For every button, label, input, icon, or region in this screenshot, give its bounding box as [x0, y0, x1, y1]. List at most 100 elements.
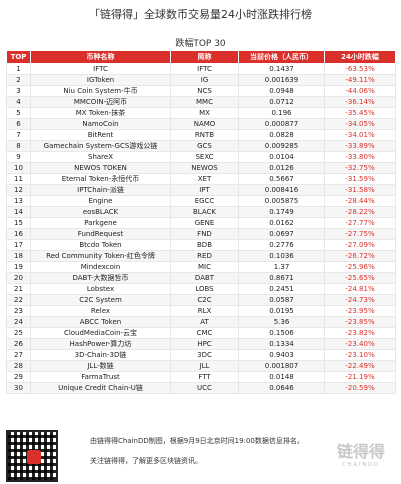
name-cell: ABCC Token — [30, 316, 171, 328]
change-cell: -33.80% — [324, 151, 396, 163]
symbol-cell: BDB — [170, 239, 239, 251]
column-header-change: 24小时跌幅 — [324, 50, 396, 64]
symbol-cell: DABT — [170, 272, 239, 284]
name-cell: ShareX — [30, 151, 171, 163]
symbol-cell: FTT — [170, 371, 239, 383]
rank-cell: 1 — [6, 63, 31, 75]
price-cell: 0.0712 — [238, 96, 325, 108]
symbol-cell: MX — [170, 107, 239, 119]
table-row: 19 Mindexcoin MIC 1.37 -25.96% — [6, 261, 396, 273]
rank-cell: 28 — [6, 360, 31, 372]
change-cell: -23.95% — [324, 305, 396, 317]
price-cell: 0.0948 — [238, 85, 325, 97]
rank-cell: 23 — [6, 305, 31, 317]
table-row: 26 HashPower-算力坊 HPC 0.1334 -23.40% — [6, 338, 396, 350]
symbol-cell: C2C — [170, 294, 239, 306]
rank-cell: 29 — [6, 371, 31, 383]
rank-cell: 17 — [6, 239, 31, 251]
table-row: 21 Lobstex LOBS 0.2451 -24.81% — [6, 283, 396, 295]
symbol-cell: MIC — [170, 261, 239, 273]
rank-cell: 14 — [6, 206, 31, 218]
name-cell: DABT-大数据哲币 — [30, 272, 171, 284]
table-row: 9 ShareX SEXC 0.0104 -33.80% — [6, 151, 396, 163]
rank-cell: 12 — [6, 184, 31, 196]
name-cell: eosBLACK — [30, 206, 171, 218]
table-row: 29 FarmaTrust FTT 0.0148 -21.19% — [6, 371, 396, 383]
footer-source-note: 由链得得ChainDD制图，根据9月9日北京时间19:00数据信息排名。 — [90, 437, 304, 445]
table-row: 13 Engine EGCC 0.005875 -28.44% — [6, 195, 396, 207]
price-cell: 0.009285 — [238, 140, 325, 152]
price-cell: 0.0697 — [238, 228, 325, 240]
page-subtitle: 跌幅TOP 30 — [175, 39, 226, 49]
table-row: 7 BitRent RNTB 0.0828 -34.01% — [6, 129, 396, 141]
change-cell: -23.10% — [324, 349, 396, 361]
symbol-cell: HPC — [170, 338, 239, 350]
brand-logo-en: CHAINDD — [342, 462, 380, 468]
symbol-cell: MMC — [170, 96, 239, 108]
symbol-cell: NCS — [170, 85, 239, 97]
table-row: 27 3D-Chain-3D链 3DC 0.9403 -23.10% — [6, 349, 396, 361]
symbol-cell: 3DC — [170, 349, 239, 361]
rank-cell: 2 — [6, 74, 31, 86]
price-cell: 0.0104 — [238, 151, 325, 163]
price-cell: 1.37 — [238, 261, 325, 273]
rank-cell: 15 — [6, 217, 31, 229]
rank-cell: 20 — [6, 272, 31, 284]
rank-cell: 6 — [6, 118, 31, 130]
symbol-cell: IG — [170, 74, 239, 86]
symbol-cell: JLL — [170, 360, 239, 372]
change-cell: -27.75% — [324, 228, 396, 240]
symbol-cell: SEXC — [170, 151, 239, 163]
rank-cell: 3 — [6, 85, 31, 97]
change-cell: -31.58% — [324, 184, 396, 196]
qr-code-icon — [6, 430, 58, 482]
rank-cell: 16 — [6, 228, 31, 240]
rank-cell: 18 — [6, 250, 31, 262]
change-cell: -21.19% — [324, 371, 396, 383]
name-cell: JLL-数链 — [30, 360, 171, 372]
symbol-cell: FND — [170, 228, 239, 240]
price-cell: 5.36 — [238, 316, 325, 328]
column-header-rank: TOP — [6, 50, 31, 64]
price-cell: 0.001639 — [238, 74, 325, 86]
table-row: 23 Relex RLX 0.0195 -23.95% — [6, 305, 396, 317]
brand-logo: 链得得 CHAINDD — [331, 438, 391, 478]
rank-cell: 4 — [6, 96, 31, 108]
name-cell: 3D-Chain-3D链 — [30, 349, 171, 361]
name-cell: Lobstex — [30, 283, 171, 295]
name-cell: Btcdo Token — [30, 239, 171, 251]
symbol-cell: RNTB — [170, 129, 239, 141]
change-cell: -44.06% — [324, 85, 396, 97]
name-cell: Unique Credit Chain-U链 — [30, 382, 171, 394]
symbol-cell: CMC — [170, 327, 239, 339]
price-cell: 0.0646 — [238, 382, 325, 394]
ranking-table: TOP 币种名称 简称 当前价格（人民币） 24小时跌幅 1 IFTC IFTC 0.… — [6, 50, 396, 394]
name-cell: Eternal Token-永恒代币 — [30, 173, 171, 185]
price-cell: 0.2451 — [238, 283, 325, 295]
table-row: 6 NamoCoin NAMO 0.000877 -34.05% — [6, 118, 396, 130]
name-cell: IFTC — [30, 63, 171, 75]
table-row: 14 eosBLACK BLACK 0.1749 -28.22% — [6, 206, 396, 218]
name-cell: C2C System — [30, 294, 171, 306]
table-row: 10 NEWOS TOKEN NEWOS 0.0126 -32.75% — [6, 162, 396, 174]
symbol-cell: GENE — [170, 217, 239, 229]
ranking-table-container: TOP 币种名称 简称 当前价格（人民币） 24小时跌幅 1 IFTC IFTC 0.… — [6, 50, 396, 394]
symbol-cell: AT — [170, 316, 239, 328]
table-row: 15 Parkgene GENE 0.0162 -27.77% — [6, 217, 396, 229]
rank-cell: 19 — [6, 261, 31, 273]
table-row: 4 MMCOIN-迈阿币 MMC 0.0712 -36.14% — [6, 96, 396, 108]
change-cell: -31.59% — [324, 173, 396, 185]
price-cell: 0.000877 — [238, 118, 325, 130]
table-row: 25 CloudMediaCoin-云宝 CMC 0.1506 -23.82% — [6, 327, 396, 339]
price-cell: 0.005875 — [238, 195, 325, 207]
price-cell: 0.0587 — [238, 294, 325, 306]
change-cell: -28.44% — [324, 195, 396, 207]
table-row: 12 IPTChain-派链 IPT 0.008416 -31.58% — [6, 184, 396, 196]
symbol-cell: NEWOS — [170, 162, 239, 174]
change-cell: -36.14% — [324, 96, 396, 108]
symbol-cell: BLACK — [170, 206, 239, 218]
table-row: 2 IGToken IG 0.001639 -49.11% — [6, 74, 396, 86]
rank-cell: 21 — [6, 283, 31, 295]
change-cell: -25.96% — [324, 261, 396, 273]
symbol-cell: LOBS — [170, 283, 239, 295]
